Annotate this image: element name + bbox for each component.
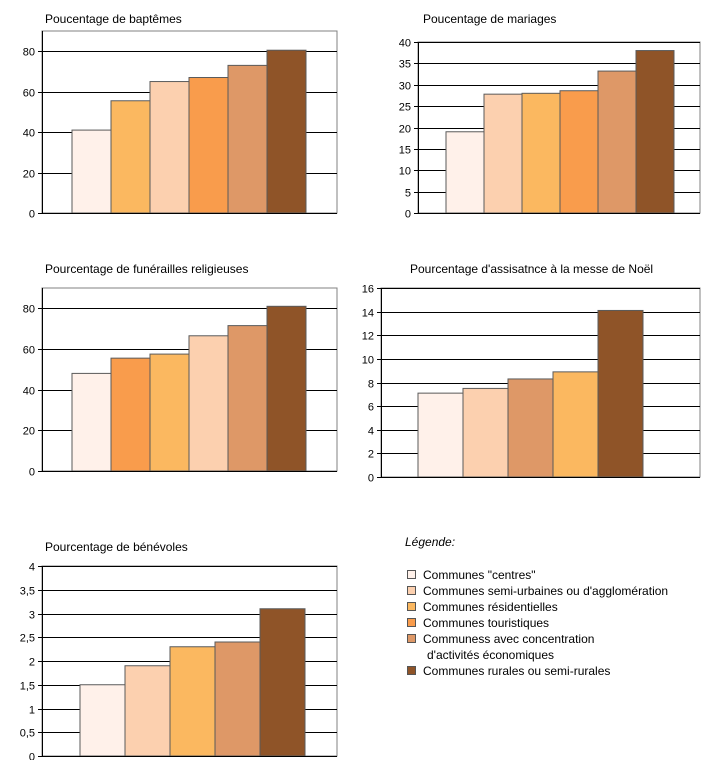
legend-label: Communess avec concentration [423,632,594,646]
legend-label: Communes "centres" [423,568,536,582]
y-tick-label: 10 [362,355,374,367]
bar [215,642,260,756]
legend-label: Communes touristiques [423,616,549,630]
legend-swatch [407,602,416,611]
legend-item: Communes "centres" [405,567,727,583]
bar [260,609,305,756]
y-tick-label: 2 [29,657,35,669]
bar [80,685,125,756]
y-tick-label: 6 [368,402,374,414]
legend-swatch [407,586,416,595]
y-tick-label: 3 [29,610,35,622]
y-tick-label: 16 [362,284,374,296]
legend-label: Communes rurales ou semi-rurales [423,664,610,678]
bar [463,388,508,477]
bar [553,372,598,477]
y-tick-label: 14 [362,308,374,320]
legend-title: Légende: [405,535,727,549]
y-tick-label: 12 [362,331,374,343]
bar [598,310,643,477]
legend-swatch [407,618,416,627]
bar [125,666,170,756]
y-tick-label: 4 [29,562,35,574]
bar [418,393,463,477]
legend-item: Communes semi-urbaines ou d'agglomératio… [405,583,727,599]
legend-swatch [407,666,416,675]
y-tick-label: 3,5 [20,586,35,598]
legend-swatch [407,570,416,579]
chart-benevoles-plot: 00,511,522,533,54 [0,0,360,760]
legend-label-cont: d'activités économiques [423,647,727,663]
y-tick-label: 8 [368,379,374,391]
legend-item: Communes résidentielles [405,599,727,615]
legend-item: Communes rurales ou semi-rurales [405,663,727,679]
y-tick-label: 1,5 [20,681,35,693]
legend: Légende: Communes "centres" Communes sem… [405,535,727,679]
legend-item: Communes touristiques [405,615,727,631]
legend-label: Communes semi-urbaines ou d'agglomératio… [423,584,668,598]
y-tick-label: 1 [29,705,35,717]
bar [170,647,215,756]
bar [508,379,553,477]
legend-swatch [407,634,416,643]
y-tick-label: 2 [368,449,374,461]
y-tick-label: 0,5 [20,728,35,740]
y-tick-label: 4 [368,426,374,438]
y-tick-label: 2,5 [20,633,35,645]
legend-label: Communes résidentielles [423,600,558,614]
y-tick-label: 0 [368,473,374,485]
legend-item: Communess avec concentration d'activités… [405,631,727,663]
